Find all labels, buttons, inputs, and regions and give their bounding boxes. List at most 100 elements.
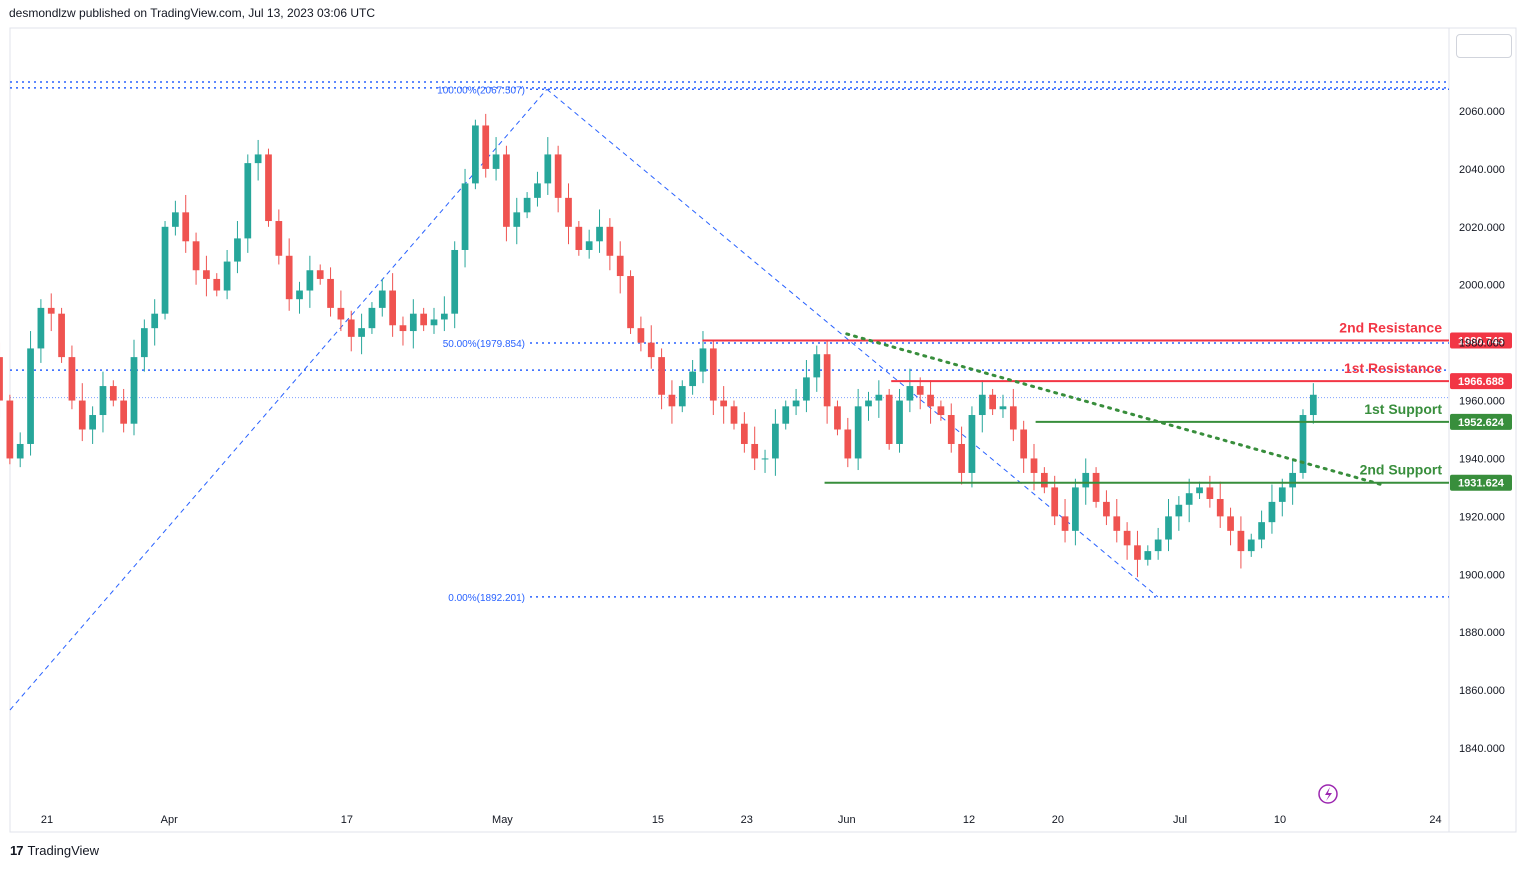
candle-body: [865, 400, 872, 407]
candle-body: [1030, 458, 1038, 473]
candle-body: [68, 357, 76, 401]
time-tick-label: 17: [341, 814, 353, 826]
candle-body: [223, 261, 231, 291]
candle-body: [472, 125, 479, 184]
chart-menu-button[interactable]: [1456, 34, 1512, 58]
candle-body: [389, 290, 396, 326]
candle-body: [327, 278, 334, 308]
price-tick-label: 2000.000: [1459, 280, 1505, 292]
time-tick-label: Jul: [1173, 814, 1187, 826]
candle-body: [1247, 539, 1255, 552]
candle-body: [378, 290, 386, 308]
price-tick-label: 1900.000: [1459, 569, 1505, 581]
price-tag: [1450, 332, 1512, 349]
candle-body: [1299, 415, 1307, 473]
candle-body: [947, 415, 955, 444]
candle-body: [596, 226, 603, 242]
candle-body: [823, 354, 831, 407]
price-tick-label: 1960.000: [1459, 396, 1505, 408]
candle-body: [1216, 498, 1224, 517]
candle-body: [420, 313, 428, 326]
candle-body: [58, 313, 65, 358]
candle-body: [244, 163, 252, 239]
candle-body: [637, 328, 645, 343]
candle-body: [885, 394, 893, 444]
candle-body: [1258, 522, 1265, 540]
candle-body: [316, 270, 324, 279]
candle-body: [120, 400, 128, 424]
time-tick-label: Jun: [838, 814, 856, 826]
candle-body: [430, 319, 438, 326]
support-resistance-levels: 2nd Resistance 1980.743 1st Resistance 1966…: [702, 319, 1512, 491]
candle-body: [409, 313, 417, 332]
time-tick-label: 24: [1429, 814, 1441, 826]
price-tick-label: 1840.000: [1459, 743, 1505, 755]
candle-body: [1289, 472, 1296, 488]
candle-body: [565, 197, 572, 227]
candle-body: [347, 319, 355, 337]
time-tick-label: May: [492, 814, 513, 826]
candle-body: [358, 328, 365, 337]
candle-body: [751, 443, 759, 459]
candle-body: [854, 406, 862, 459]
trendline: [845, 332, 1386, 487]
candle-body: [1196, 487, 1203, 494]
time-tick-label: 23: [741, 814, 753, 826]
time-tick-label: 10: [1274, 814, 1286, 826]
candle-body: [482, 125, 490, 169]
candle-body: [1072, 487, 1079, 531]
candle-body: [1040, 472, 1048, 488]
candle-body: [37, 307, 45, 349]
price-tick-label: 1980.000: [1459, 338, 1505, 350]
price-tick-label: 1860.000: [1459, 685, 1505, 697]
level-annotation: 1st Support: [1364, 401, 1442, 417]
candle-body: [6, 400, 14, 459]
price-tick-label: 1920.000: [1459, 511, 1505, 523]
event-marker[interactable]: [1318, 784, 1338, 804]
candle-body: [1134, 545, 1141, 560]
trendline-dotted: [845, 332, 1386, 487]
candle-body: [834, 406, 841, 430]
price-tag: [1450, 474, 1512, 491]
candle-body: [1103, 501, 1110, 517]
candle-body: [1185, 493, 1193, 505]
candle-body: [606, 226, 614, 256]
candle-body: [213, 278, 221, 291]
tradingview-logo: 17: [10, 843, 24, 858]
candle-body: [275, 221, 283, 256]
candle-body: [916, 386, 924, 395]
time-tick-label: 15: [652, 814, 664, 826]
chart-frame: [9, 27, 1517, 833]
candle-body: [575, 226, 583, 250]
candle-body: [1309, 394, 1317, 416]
candle-body: [492, 154, 500, 169]
candle-body: [999, 406, 1007, 410]
candle-body: [161, 226, 169, 314]
candle-body: [554, 154, 562, 198]
candle-body: [47, 307, 55, 314]
candle-body: [151, 313, 159, 329]
candle-body: [937, 406, 945, 416]
candle-body: [761, 458, 769, 460]
candle-body: [1278, 487, 1286, 502]
candle-body: [1237, 530, 1245, 552]
candle-body: [927, 394, 934, 407]
candle-body: [89, 415, 96, 430]
candle-body: [740, 423, 748, 444]
price-tick-label: 2020.000: [1459, 222, 1505, 234]
candle-body: [1175, 504, 1183, 517]
candle-body: [78, 400, 86, 430]
candle-body: [720, 400, 728, 407]
brand-name: TradingView: [27, 843, 100, 858]
candle-body: [523, 197, 531, 213]
candle-body: [1113, 516, 1121, 531]
price-tick-label: 1940.000: [1459, 453, 1505, 465]
candle-body: [0, 357, 3, 401]
brand-footer: 17 TradingView: [10, 843, 99, 858]
candle-body: [689, 371, 696, 387]
candle-body: [192, 241, 200, 271]
time-tick-label: 20: [1052, 814, 1064, 826]
candlestick-series: [0, 113, 1317, 578]
candle-body: [813, 354, 821, 378]
